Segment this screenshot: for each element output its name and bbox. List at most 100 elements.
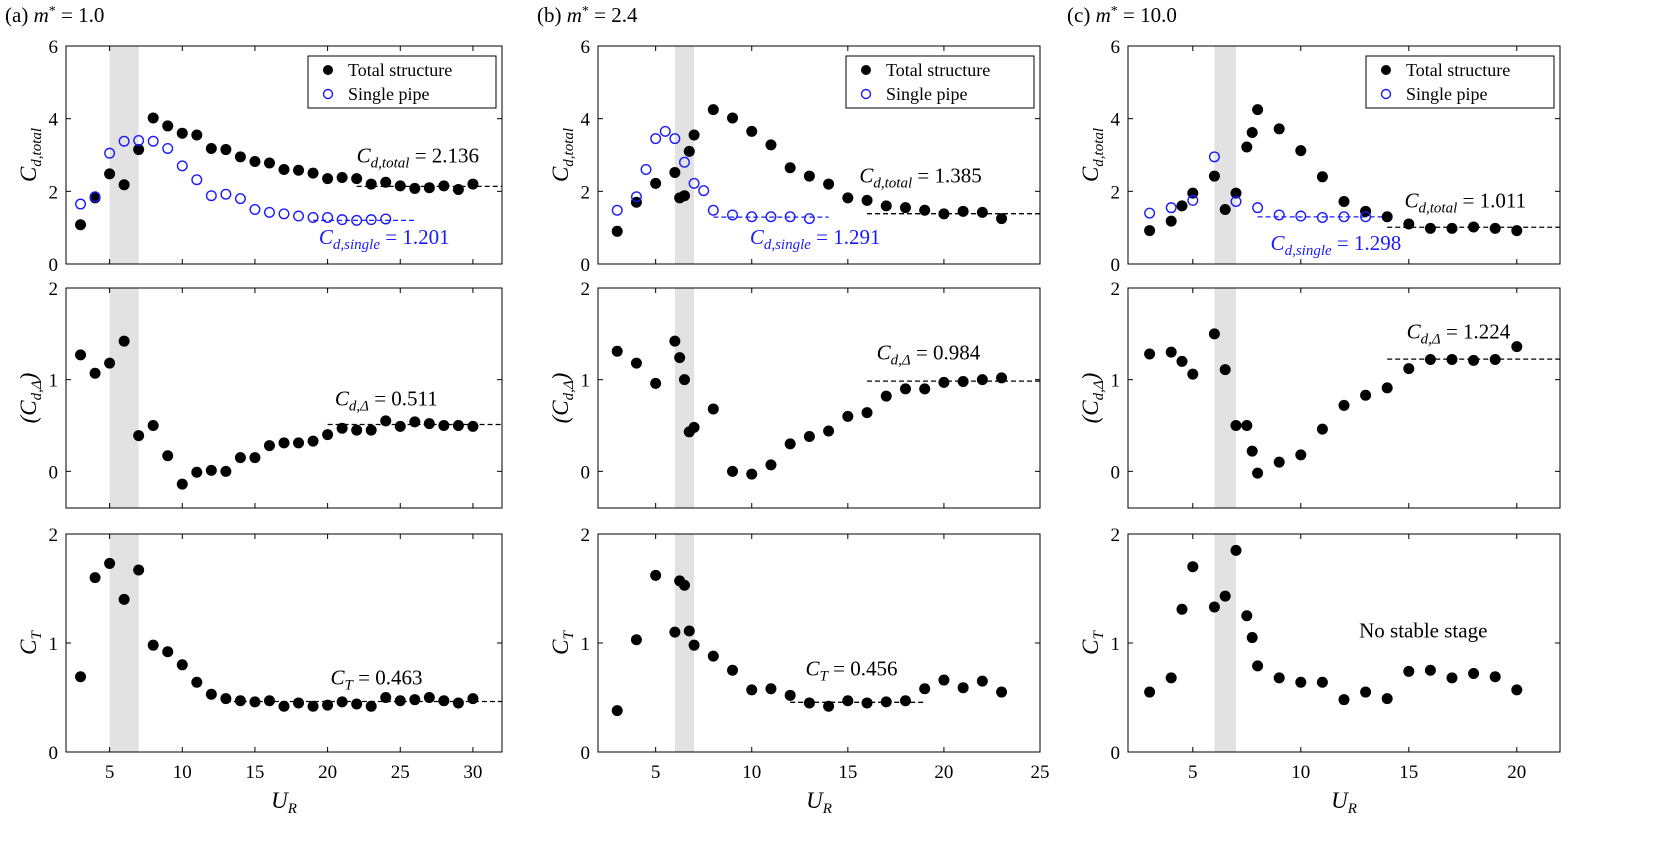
annotation-sub: d,Δ (349, 398, 369, 414)
y-tick-label: 6 (1111, 37, 1121, 58)
single-pipe-point (707, 204, 719, 216)
total-structure-point (727, 465, 739, 477)
single-pipe-point (784, 211, 796, 223)
ylabel-sub: d,total (561, 128, 577, 167)
total-structure-point (293, 164, 305, 176)
series-total (75, 112, 479, 231)
total-structure-point (678, 374, 690, 386)
total-structure-point (1338, 694, 1350, 706)
ylabel-close: ) (1078, 373, 1103, 383)
total-structure-point (669, 335, 681, 347)
annotation-symbol: C (806, 657, 821, 681)
total-structure-point (322, 699, 334, 711)
single-pipe-point (678, 156, 690, 168)
annotation-value: = 0.456 (828, 657, 898, 681)
total-structure-point (746, 468, 758, 480)
y-axis-label: (Cd,Δ) (1078, 373, 1107, 424)
annotation-value: = 1.298 (1332, 231, 1402, 255)
series-total (611, 569, 1008, 717)
y-tick-label: 0 (49, 255, 59, 276)
total-structure-point (351, 698, 363, 710)
total-structure-point (650, 177, 662, 189)
x-tick-label: 10 (1291, 762, 1310, 783)
total-structure-point (1246, 632, 1258, 644)
x-axis-label: UR (806, 788, 832, 817)
ylabel-main: C (1078, 166, 1103, 182)
total-structure-point (976, 374, 988, 386)
total-structure-point (996, 213, 1008, 225)
total-structure-point (1219, 364, 1231, 376)
total-structure-point (880, 696, 892, 708)
single-pipe-point (1144, 207, 1156, 219)
total-structure-point (147, 112, 159, 124)
y-axis-label: CT (548, 630, 577, 655)
total-structure-point (1241, 141, 1253, 153)
ylabel-sub: d,total (1091, 128, 1107, 167)
total-structure-point (118, 335, 130, 347)
annotation-symbol: C (331, 665, 346, 689)
total-structure-point (263, 157, 275, 169)
total-structure-point (630, 634, 642, 646)
axes-box (1127, 45, 1561, 265)
total-structure-point (263, 695, 275, 707)
y-axis-label: (Cd,Δ) (16, 373, 45, 424)
annotation: Cd,total = 1.011 (1404, 189, 1526, 217)
total-structure-point (278, 700, 290, 712)
y-tick-label: 0 (1111, 743, 1121, 764)
x-tick-label: 10 (742, 762, 761, 783)
total-structure-point (1446, 354, 1458, 365)
annotation: CT = 0.463 (331, 665, 423, 693)
total-structure-point (1403, 363, 1415, 375)
single-pipe-point (278, 208, 290, 220)
total-structure-point (976, 206, 988, 218)
title-sup: * (1111, 4, 1118, 19)
total-structure-point (1165, 672, 1177, 684)
annotation: Cd,total = 1.385 (859, 163, 981, 191)
x-tick-label: 5 (1188, 762, 1198, 783)
annotation: Cd,Δ = 0.511 (335, 386, 438, 414)
total-structure-point (452, 184, 464, 196)
single-pipe-point (380, 213, 392, 225)
ylabel-close: ) (548, 373, 573, 383)
total-structure-point (784, 689, 796, 701)
total-structure-point (842, 192, 854, 204)
total-structure-point (1403, 665, 1415, 677)
total-structure-point (147, 420, 159, 431)
legend-label-single: Single pipe (886, 84, 968, 104)
ylabel-sub: d,Δ (1091, 380, 1107, 400)
single-pipe-point (133, 134, 145, 146)
total-structure-point (1381, 211, 1393, 223)
total-structure-point (1360, 686, 1372, 698)
total-structure-point (278, 437, 290, 449)
total-structure-point (1252, 104, 1264, 116)
total-structure-point (938, 208, 950, 220)
total-structure-point (104, 168, 116, 180)
annotation-value: = 1.011 (1457, 189, 1526, 213)
total-structure-point (467, 420, 479, 432)
total-structure-point (75, 349, 87, 361)
total-structure-point (1295, 676, 1307, 688)
annotation-symbol: C (357, 143, 372, 167)
total-structure-point (1360, 389, 1372, 401)
single-pipe-point (307, 211, 319, 223)
total-structure-point (1165, 215, 1177, 227)
total-structure-point (919, 383, 931, 395)
legend-box (1365, 55, 1555, 109)
total-structure-point (394, 180, 406, 192)
total-structure-point (1424, 354, 1436, 365)
ylabel-main: C (16, 166, 41, 182)
single-pipe-point (1360, 211, 1372, 223)
total-structure-point (880, 200, 892, 212)
title-sup: * (582, 4, 589, 19)
ylabel-sub: T (1091, 630, 1107, 640)
total-structure-point (1241, 610, 1253, 622)
total-structure-point (938, 674, 950, 686)
y-axis-label: Cd,total (16, 128, 45, 182)
single-pipe-point (669, 133, 681, 145)
total-structure-point (423, 692, 435, 703)
total-structure-point (842, 695, 854, 707)
total-structure-point (409, 182, 421, 194)
